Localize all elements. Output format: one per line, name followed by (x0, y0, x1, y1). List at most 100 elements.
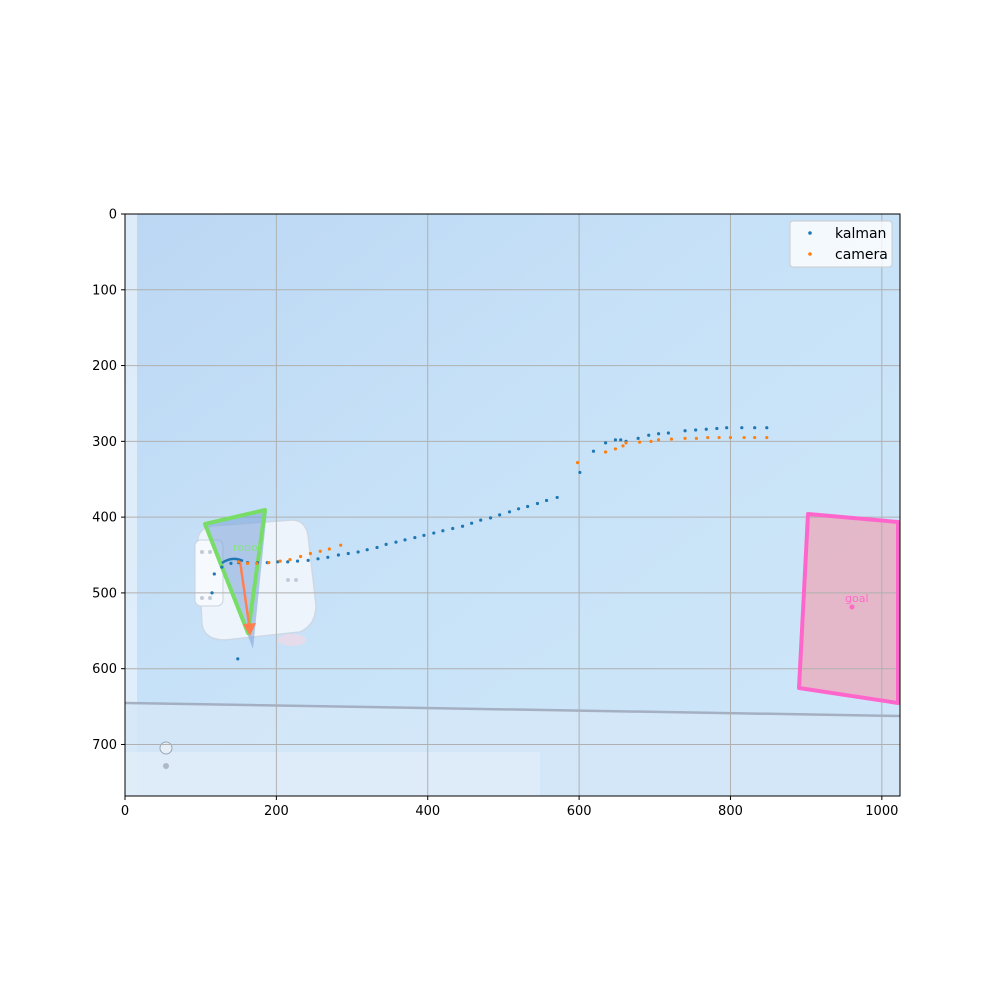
camera-point (624, 441, 628, 445)
camera-point (742, 435, 746, 440)
kalman-point (365, 548, 369, 552)
kalman-point (210, 591, 214, 595)
kalman-point (441, 529, 445, 533)
axes-frame (124, 213, 901, 797)
goal-outline (797, 512, 900, 705)
kalman-point (286, 560, 290, 564)
kalman-point (725, 426, 729, 430)
y-tick-label: 200 (92, 359, 117, 374)
kalman-point (613, 438, 618, 442)
kalman-point (375, 545, 379, 550)
legend-box (789, 220, 893, 268)
y-tick-label: 500 (92, 586, 117, 601)
robot-outline (203, 508, 267, 635)
kalman-point (619, 438, 623, 442)
camera-point (613, 447, 618, 451)
kalman-point (578, 470, 582, 475)
kalman-point (356, 550, 360, 554)
camera-point (621, 444, 625, 448)
kalman-point (694, 428, 698, 432)
kalman-point (544, 498, 549, 503)
camera-point (327, 547, 331, 551)
scatter-points (210, 426, 769, 661)
kalman-point (555, 495, 559, 500)
x-tick-label: 0 (121, 804, 129, 819)
kalman-point (507, 510, 512, 514)
kalman-point (316, 557, 320, 561)
camera-background-image (125, 214, 900, 796)
kalman-point (526, 504, 530, 509)
x-tick-label: 400 (415, 804, 440, 819)
kalman-point (516, 507, 521, 511)
robot-path-arc (221, 557, 244, 565)
camera-point (603, 450, 608, 454)
y-tick-label: 0 (109, 208, 117, 223)
kalman-point (666, 431, 671, 435)
robot-label: robot (233, 541, 263, 554)
camera-point (255, 561, 259, 565)
kalman-point (488, 516, 493, 520)
kalman-point (704, 427, 708, 431)
camera-point (706, 435, 710, 440)
camera-point (318, 549, 322, 553)
goal-label: goal (845, 592, 869, 605)
kalman-point (220, 565, 224, 569)
camera-point (656, 438, 661, 442)
camera-point (717, 435, 721, 440)
camera-point (246, 561, 250, 565)
camera-point (638, 440, 642, 444)
kalman-point (591, 449, 596, 453)
kalman-point (753, 426, 757, 430)
kalman-point (336, 553, 341, 557)
camera-point (765, 435, 769, 440)
camera-point (728, 435, 733, 440)
camera-point (308, 551, 313, 556)
robot-heading-arrowhead (243, 623, 256, 636)
camera-point (267, 560, 271, 565)
camera-point (694, 436, 699, 440)
kalman-point (460, 524, 465, 528)
y-tick-label: 400 (92, 511, 117, 526)
legend-label-camera: camera (835, 247, 888, 263)
kalman-point (384, 542, 388, 547)
x-tick-label: 200 (264, 804, 289, 819)
kalman-point (295, 559, 300, 563)
kalman-point (603, 441, 608, 445)
goal-patch (799, 514, 898, 703)
y-tick-label: 700 (92, 738, 117, 753)
kalman-point (422, 533, 426, 537)
legend-marker-camera (808, 252, 812, 256)
camera-point (575, 460, 580, 465)
camera-point (278, 559, 282, 563)
goal-center (849, 604, 855, 610)
kalman-point (236, 657, 240, 661)
kalman-point (470, 521, 474, 525)
series-camera (236, 435, 769, 565)
kalman-point (636, 436, 640, 440)
kalman-point (403, 538, 407, 542)
camera-point (236, 560, 241, 564)
kalman-point (432, 531, 436, 535)
kalman-point (394, 540, 398, 544)
y-tick-label: 600 (92, 662, 117, 677)
kalman-point (346, 551, 350, 556)
camera-point (339, 543, 343, 547)
y-tick-label: 100 (92, 283, 117, 298)
x-tick-label: 800 (718, 804, 743, 819)
kalman-point (647, 433, 651, 437)
kalman-point (306, 558, 310, 562)
y-tick-label: 300 (92, 435, 117, 450)
robot-heading-arrow (238, 560, 252, 632)
y-axis-ticks: 0 100 200 300 400 500 600 700 (92, 208, 125, 753)
legend-marker-kalman (808, 231, 812, 235)
kalman-point (326, 555, 330, 559)
camera-point (669, 437, 674, 441)
kalman-point (413, 535, 417, 540)
kalman-point (451, 526, 455, 531)
kalman-point (212, 572, 216, 576)
camera-point (298, 554, 303, 559)
camera-point (288, 557, 292, 562)
kalman-point (498, 513, 502, 517)
camera-point (753, 435, 757, 440)
